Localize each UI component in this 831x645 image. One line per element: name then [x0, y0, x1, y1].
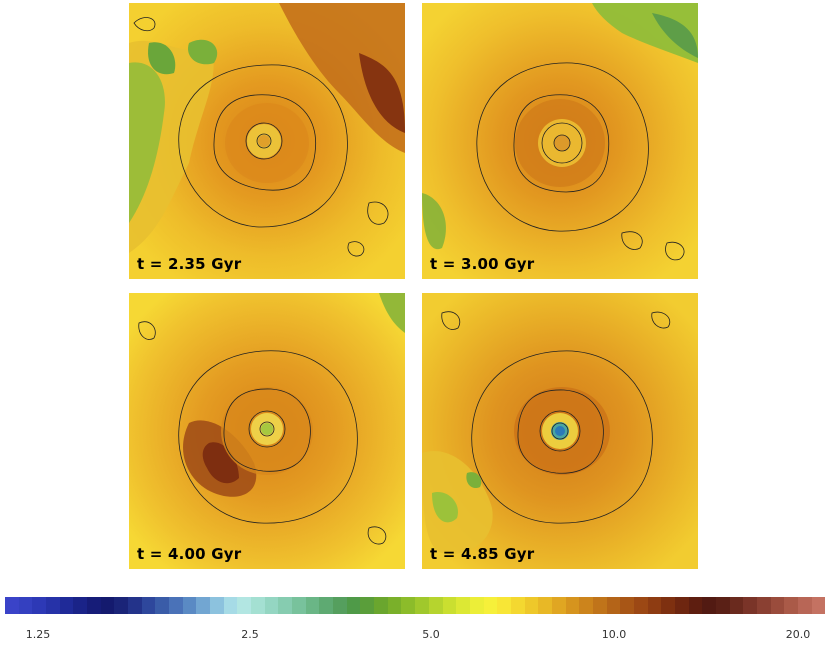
time-label: t = 3.00 Gyr — [430, 255, 535, 273]
colorbar-swatch — [797, 597, 812, 614]
colorbar-swatch — [401, 597, 416, 614]
colorbar-swatch — [606, 597, 621, 614]
colorbar-tick-label: 5.0 — [422, 628, 440, 641]
colorbar-tick-label: 2.5 — [241, 628, 259, 641]
density-map-2 — [422, 3, 698, 279]
colorbar-swatch — [169, 597, 183, 614]
colorbar-swatch — [114, 597, 129, 614]
colorbar-swatch — [510, 597, 525, 614]
colorbar-swatch — [592, 597, 607, 614]
colorbar-swatch — [483, 597, 498, 614]
colorbar-swatch — [319, 597, 334, 614]
colorbar-swatch — [456, 597, 470, 614]
colorbar-swatch — [237, 597, 252, 614]
colorbar-swatch — [292, 597, 306, 614]
colorbar-swatch — [155, 597, 170, 614]
colorbar-swatch — [524, 597, 539, 614]
snapshot-panel-2: t = 3.00 Gyr — [422, 3, 698, 279]
colorbar-swatch — [743, 597, 757, 614]
colorbar-swatch — [442, 597, 457, 614]
colorbar-swatch — [729, 597, 744, 614]
time-label: t = 4.85 Gyr — [430, 545, 535, 563]
colorbar-swatch — [346, 597, 361, 614]
colorbar-swatch — [18, 597, 33, 614]
snapshot-panel-1: t = 2.35 Gyr — [129, 3, 405, 279]
colorbar-swatch — [333, 597, 347, 614]
density-map-4 — [422, 293, 698, 569]
colorbar-swatch — [59, 597, 74, 614]
colorbar-tick-label: 10.0 — [601, 628, 627, 641]
time-label: t = 4.00 Gyr — [137, 545, 242, 563]
density-map-3 — [129, 293, 405, 569]
colorbar-swatch — [415, 597, 429, 614]
colorbar-swatch — [579, 597, 593, 614]
snapshot-panel-3: t = 4.00 Gyr — [129, 293, 405, 569]
colorbar-swatch — [647, 597, 662, 614]
colorbar-swatch — [141, 597, 156, 614]
colorbar-swatch — [182, 597, 197, 614]
colorbar-swatch — [620, 597, 634, 614]
snapshot-panel-4: t = 4.85 Gyr — [422, 293, 698, 569]
colorbar-ticks: 1.25 2.5 5.0 10.0 20.0 — [5, 628, 825, 644]
colorbar-swatch — [497, 597, 511, 614]
colorbar-swatch — [661, 597, 675, 614]
colorbar-swatch — [469, 597, 484, 614]
colorbar-swatch — [264, 597, 279, 614]
colorbar-swatch — [46, 597, 60, 614]
colorbar-swatch — [360, 597, 375, 614]
time-label: t = 2.35 Gyr — [137, 255, 242, 273]
colorbar-swatch — [538, 597, 552, 614]
colorbar-swatch — [715, 597, 730, 614]
colorbar-swatch — [305, 597, 320, 614]
colorbar-swatch — [87, 597, 101, 614]
colorbar-swatch — [551, 597, 566, 614]
colorbar-swatch — [756, 597, 771, 614]
colorbar-swatch — [387, 597, 402, 614]
colorbar-swatch — [73, 597, 88, 614]
colorbar-swatch — [32, 597, 47, 614]
colorbar-swatch — [633, 597, 648, 614]
colorbar-tick-label: 1.25 — [25, 628, 51, 641]
colorbar-swatch — [223, 597, 238, 614]
colorbar-swatch — [688, 597, 703, 614]
colorbar-swatch — [702, 597, 716, 614]
colorbar-swatch — [674, 597, 689, 614]
colorbar-swatch — [100, 597, 115, 614]
colorbar-swatch — [428, 597, 443, 614]
colorbar-swatch — [770, 597, 785, 614]
colorbar-swatch — [278, 597, 293, 614]
colorbar-swatch — [5, 597, 19, 614]
colorbar-swatch — [196, 597, 211, 614]
colorbar-swatch — [251, 597, 265, 614]
colorbar-swatch — [128, 597, 142, 614]
colorbar — [5, 597, 826, 614]
colorbar-swatch — [565, 597, 580, 614]
density-map-1 — [129, 3, 405, 279]
colorbar-tick-label: 20.0 — [785, 628, 811, 641]
colorbar-swatch — [784, 597, 798, 614]
colorbar-swatch — [811, 597, 826, 614]
colorbar-swatch — [374, 597, 388, 614]
colorbar-swatch — [210, 597, 224, 614]
